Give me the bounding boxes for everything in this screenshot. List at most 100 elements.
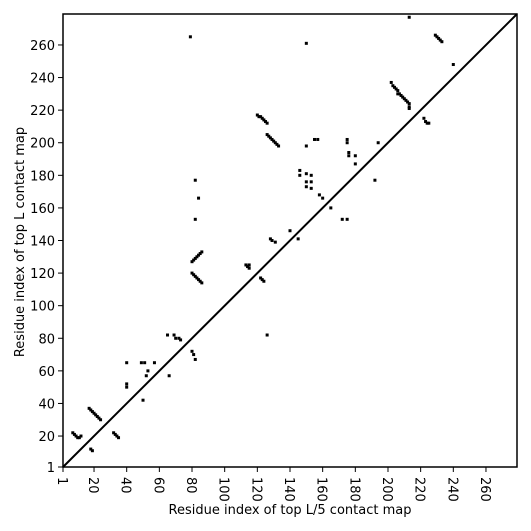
contact-point [247, 263, 251, 267]
contact-point [197, 253, 201, 257]
y-tick-label: 20 [38, 430, 55, 445]
contact-point [396, 92, 400, 96]
contact-point [71, 431, 75, 435]
contact-point [192, 273, 196, 277]
contact-point [259, 115, 263, 119]
x-tick-label: 240 [444, 477, 459, 502]
contact-point [94, 413, 98, 417]
contact-point [115, 434, 119, 438]
x-tick-label: 20 [85, 477, 100, 494]
contact-point [90, 449, 94, 453]
contact-point [200, 250, 204, 254]
x-tick-label: 40 [118, 477, 133, 494]
contact-point [193, 274, 197, 278]
contact-point [424, 120, 428, 124]
contact-point [277, 144, 281, 148]
contact-point [304, 172, 308, 176]
contact-point [321, 196, 325, 200]
contact-point [77, 436, 81, 440]
y-tick-label: 100 [30, 300, 55, 315]
contact-point [125, 382, 129, 386]
contact-point [87, 406, 91, 410]
contact-point [267, 134, 271, 138]
contact-point [345, 141, 349, 145]
contact-point [427, 121, 431, 125]
contact-point [262, 118, 266, 122]
contact-point [190, 260, 194, 264]
x-tick-label: 60 [150, 477, 165, 494]
contact-point [309, 173, 313, 177]
contact-point [117, 436, 121, 440]
contact-point [197, 196, 201, 200]
y-tick-label: 140 [30, 235, 55, 250]
contact-point [179, 338, 183, 342]
contact-point [347, 151, 351, 155]
contact-point [190, 271, 194, 275]
contact-point [270, 137, 274, 141]
contact-point [92, 411, 96, 415]
contact-point [309, 180, 313, 184]
contact-point [406, 100, 410, 104]
contact-point [425, 121, 429, 125]
contact-point [317, 193, 321, 197]
y-tick-label: 180 [30, 169, 55, 184]
contact-point [438, 38, 442, 42]
contact-point [198, 279, 202, 283]
contact-point [247, 266, 251, 270]
contact-point [79, 434, 83, 438]
contact-point [407, 15, 411, 19]
contact-point [264, 120, 268, 124]
contact-point [195, 276, 199, 280]
x-tick-label: 260 [477, 477, 492, 502]
contact-point [268, 237, 272, 241]
contact-point [407, 107, 411, 111]
contact-point [345, 217, 349, 221]
contact-point [255, 113, 259, 117]
contact-point [89, 447, 93, 451]
contact-point [376, 141, 380, 145]
contact-point [192, 258, 196, 262]
diagonal [62, 13, 518, 468]
contact-point [270, 239, 274, 242]
contact-point [407, 102, 411, 106]
contact-point [265, 121, 269, 125]
contact-point [172, 333, 176, 337]
contact-point [273, 240, 277, 244]
contact-point [451, 63, 455, 67]
contact-point [422, 116, 426, 120]
contact-point [407, 105, 411, 109]
x-tick-label: 100 [216, 477, 231, 502]
contact-point [174, 336, 178, 340]
contact-point [312, 137, 316, 141]
contact-point [433, 33, 437, 37]
y-tick-label: 200 [30, 137, 55, 152]
x-tick-label: 180 [346, 477, 361, 502]
contact-point [146, 369, 150, 373]
contact-point [265, 133, 269, 137]
contact-point [353, 162, 357, 166]
contact-point [95, 414, 99, 418]
x-tick-label: 120 [248, 477, 263, 502]
contact-point [273, 141, 277, 145]
contact-point [177, 336, 181, 340]
contact-point [244, 263, 248, 267]
y-tick-label: 1 [47, 461, 55, 476]
contact-point [113, 432, 117, 436]
contact-point [329, 206, 333, 210]
contact-point [195, 255, 199, 259]
contact-point [347, 154, 351, 158]
contact-point [90, 410, 94, 414]
y-tick-label: 240 [30, 72, 55, 87]
contact-point [345, 137, 349, 141]
contact-point [396, 89, 400, 93]
contact-point [304, 41, 308, 45]
contact-point [112, 431, 116, 435]
contact-point [260, 278, 264, 282]
y-tick-label: 60 [38, 365, 55, 380]
contact-point [259, 276, 263, 280]
contact-point [401, 95, 405, 99]
contact-point [393, 85, 397, 89]
contact-point [389, 80, 393, 84]
contact-point [394, 87, 398, 91]
contact-point [97, 416, 101, 420]
